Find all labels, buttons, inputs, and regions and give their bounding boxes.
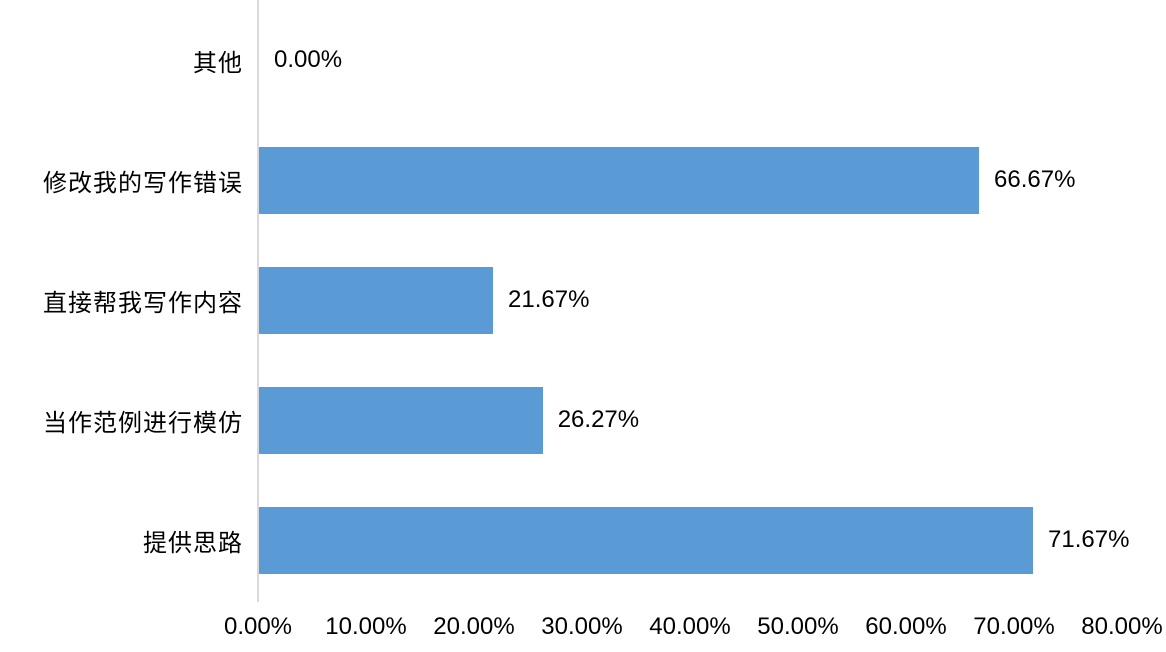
bar-row: 提供思路 71.67% (0, 480, 1166, 600)
bar (259, 506, 1034, 574)
y-axis-line (257, 0, 259, 602)
bar-row: 修改我的写作错误 66.67% (0, 120, 1166, 240)
x-axis-tick-label: 0.00% (223, 613, 293, 640)
x-axis: 0.00% 10.00% 20.00% 30.00% 40.00% 50.00%… (0, 613, 1166, 652)
bar-row: 当作范例进行模仿 26.27% (0, 360, 1166, 480)
value-label: 0.00% (274, 46, 343, 73)
x-axis-tick-label: 20.00% (433, 613, 515, 640)
x-axis-tick-label: 70.00% (973, 613, 1055, 640)
category-label: 直接帮我写作内容 (43, 289, 243, 317)
bar (259, 146, 980, 214)
category-label: 提供思路 (143, 529, 243, 557)
value-label: 66.67% (994, 166, 1076, 193)
category-label: 其他 (193, 49, 243, 77)
bar-row: 其他 0.00% (0, 0, 1166, 120)
value-label: 21.67% (508, 286, 590, 313)
x-axis-tick-label: 60.00% (865, 613, 947, 640)
x-axis-tick-label: 30.00% (541, 613, 623, 640)
bar (259, 266, 494, 334)
bar (259, 386, 543, 454)
category-label: 修改我的写作错误 (43, 169, 243, 197)
x-axis-tick-label: 50.00% (757, 613, 839, 640)
category-label: 当作范例进行模仿 (43, 409, 243, 437)
x-axis-tick-label: 40.00% (649, 613, 731, 640)
x-axis-tick-label: 80.00% (1081, 613, 1163, 640)
value-label: 26.27% (557, 406, 640, 433)
value-label: 71.67% (1048, 526, 1130, 553)
x-axis-tick-label: 10.00% (325, 613, 407, 640)
bar-row: 直接帮我写作内容 21.67% (0, 240, 1166, 360)
